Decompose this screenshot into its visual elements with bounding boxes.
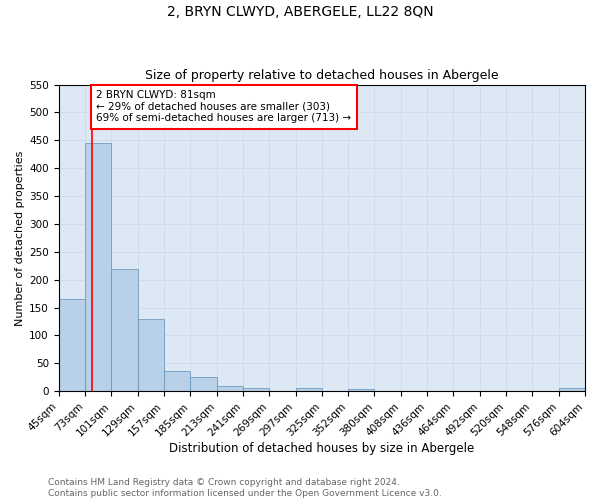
X-axis label: Distribution of detached houses by size in Abergele: Distribution of detached houses by size … (169, 442, 475, 455)
Bar (137, 319, 164, 392)
Y-axis label: Number of detached properties: Number of detached properties (15, 150, 25, 326)
Bar (59, 299, 85, 392)
Text: 2 BRYN CLWYD: 81sqm
← 29% of detached houses are smaller (303)
69% of semi-detac: 2 BRYN CLWYD: 81sqm ← 29% of detached ho… (97, 90, 352, 124)
Bar (296, 388, 322, 392)
Title: Size of property relative to detached houses in Abergele: Size of property relative to detached ho… (145, 69, 499, 82)
Bar (217, 386, 243, 392)
Bar (348, 389, 374, 392)
Text: 2, BRYN CLWYD, ABERGELE, LL22 8QN: 2, BRYN CLWYD, ABERGELE, LL22 8QN (167, 5, 433, 19)
Bar (111, 268, 137, 392)
Bar (559, 388, 585, 392)
Bar (85, 143, 111, 392)
Bar (243, 388, 269, 392)
Bar (190, 378, 217, 392)
Text: Contains HM Land Registry data © Crown copyright and database right 2024.
Contai: Contains HM Land Registry data © Crown c… (48, 478, 442, 498)
Bar (164, 370, 190, 392)
